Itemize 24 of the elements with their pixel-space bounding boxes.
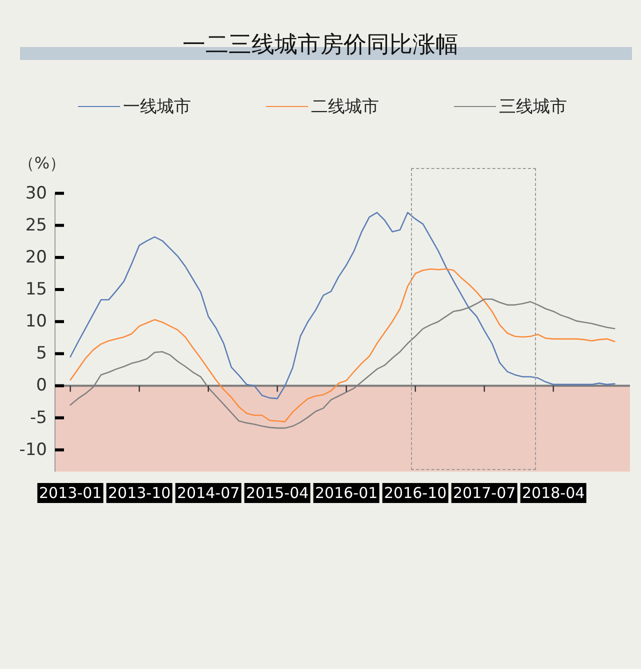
y-tick-label: -5 (30, 408, 47, 428)
y-tick-label: 30 (25, 183, 47, 204)
y-tick-label: 15 (25, 280, 47, 300)
x-tick-label: 2018-04 (522, 484, 585, 502)
y-tick-label: 10 (25, 312, 47, 332)
x-tick-label: 2016-10 (384, 484, 447, 502)
y-tick-label: -10 (19, 440, 47, 460)
line-series (70, 212, 616, 400)
x-tick-label: 2013-01 (38, 484, 102, 502)
legend-label: 二线城市 (311, 96, 379, 118)
x-tick-label: 2017-07 (452, 484, 516, 502)
x-tick-label: 2015-04 (246, 484, 309, 502)
legend-label: 三线城市 (499, 96, 567, 118)
y-axis-title: （%） (18, 154, 66, 172)
y-tick-label: 0 (36, 376, 47, 396)
x-tick-label: 2016-01 (314, 484, 378, 502)
line-series (70, 268, 616, 422)
x-tick-label: 2013-10 (108, 484, 171, 502)
x-tick-label: 2014-07 (176, 484, 240, 502)
chart-title: 一二三线城市房价同比涨幅 (182, 31, 460, 60)
y-tick-label: 5 (36, 344, 47, 364)
y-tick-label: 25 (25, 215, 47, 236)
legend-label: 一线城市 (123, 96, 191, 118)
y-tick-label: 20 (25, 247, 47, 268)
